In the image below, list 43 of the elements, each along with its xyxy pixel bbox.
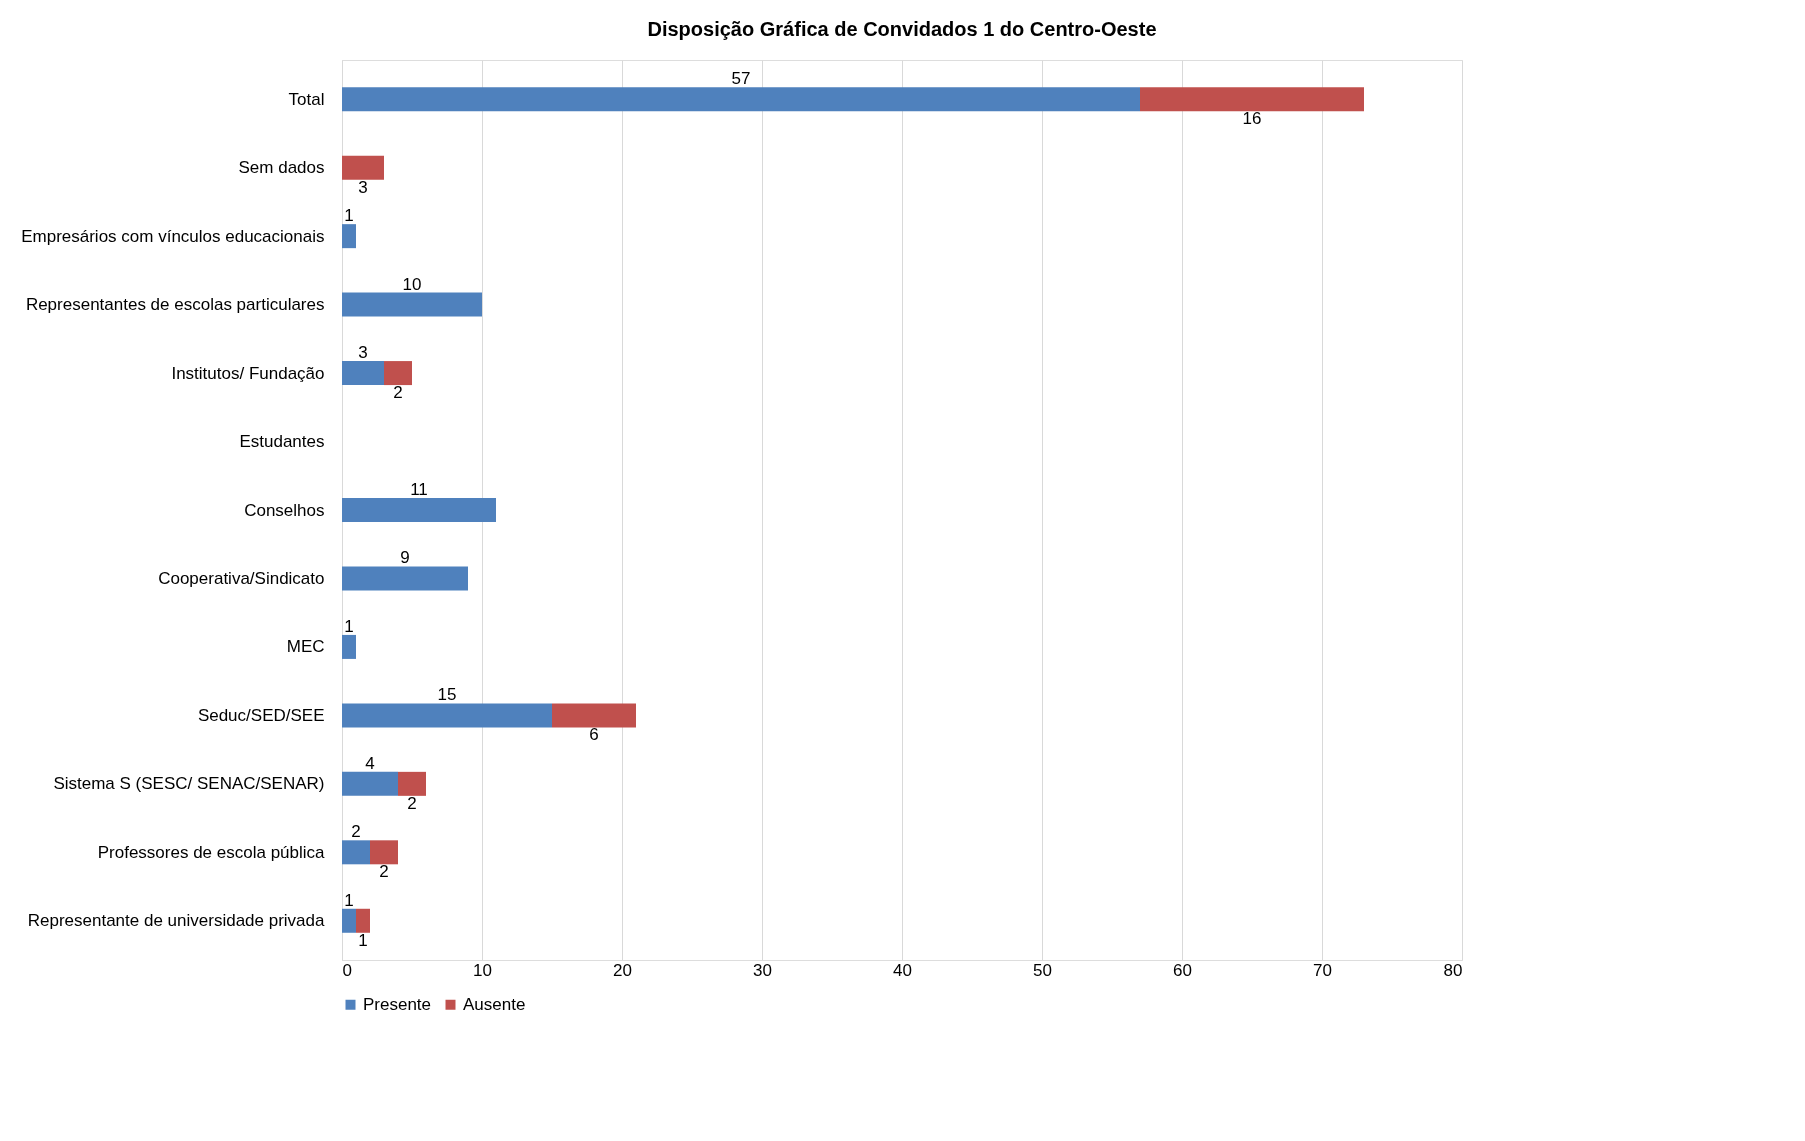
data-label: 1 [344,616,354,636]
x-tick-label: 20 [613,960,632,980]
data-label: 1 [344,206,354,226]
data-label: 4 [365,753,375,773]
y-tick-label: Conselhos [244,500,325,520]
y-tick-label: Cooperativa/Sindicato [158,568,325,588]
data-label: 2 [407,793,417,813]
x-tick-label: 80 [1443,960,1463,980]
data-label: 16 [1242,109,1262,129]
data-label: 6 [589,725,599,745]
y-tick-label: MEC [286,637,325,657]
data-label: 9 [400,548,410,568]
data-label: 11 [410,480,428,499]
legend-label: Presente [363,994,432,1014]
data-label: 3 [358,177,368,197]
y-tick-label: Total [288,89,325,109]
data-label: 15 [437,685,457,705]
x-tick-label: 0 [342,960,352,980]
x-tick-label: 60 [1173,960,1192,980]
x-tick-label: 50 [1033,960,1052,980]
y-tick-label: Representante de universidade privada [27,911,326,931]
y-tick-label: Sistema S (SESC/ SENAC/SENAR) [53,774,325,794]
y-tick-label: Institutos/ Fundação [171,363,325,383]
y-tick-label: Professores de escola pública [97,842,326,862]
chart-title: Disposição Gráfica de Convidados 1 do Centro-Oeste [647,18,1157,40]
y-tick-label: Sem dados [238,158,325,178]
data-label: 1 [344,890,354,910]
x-tick-label: 70 [1313,960,1332,980]
x-tick-label: 40 [893,960,912,980]
y-tick-label: Empresários com vínculos educacionais [21,226,325,246]
data-label: 57 [731,69,751,89]
y-tick-label: Estudantes [239,432,325,452]
data-label: 2 [351,822,361,842]
data-label: 2 [379,862,389,882]
y-tick-label: Seduc/SED/SEE [197,705,325,725]
data-label: 2 [393,383,403,403]
x-tick-label: 10 [473,960,492,980]
legend-label: Ausente [463,994,526,1014]
data-label: 10 [402,274,422,294]
y-tick-label: Representantes de escolas particulares [25,295,325,315]
x-tick-label: 30 [753,960,772,980]
data-label: 1 [358,930,368,950]
data-label: 3 [358,343,368,363]
